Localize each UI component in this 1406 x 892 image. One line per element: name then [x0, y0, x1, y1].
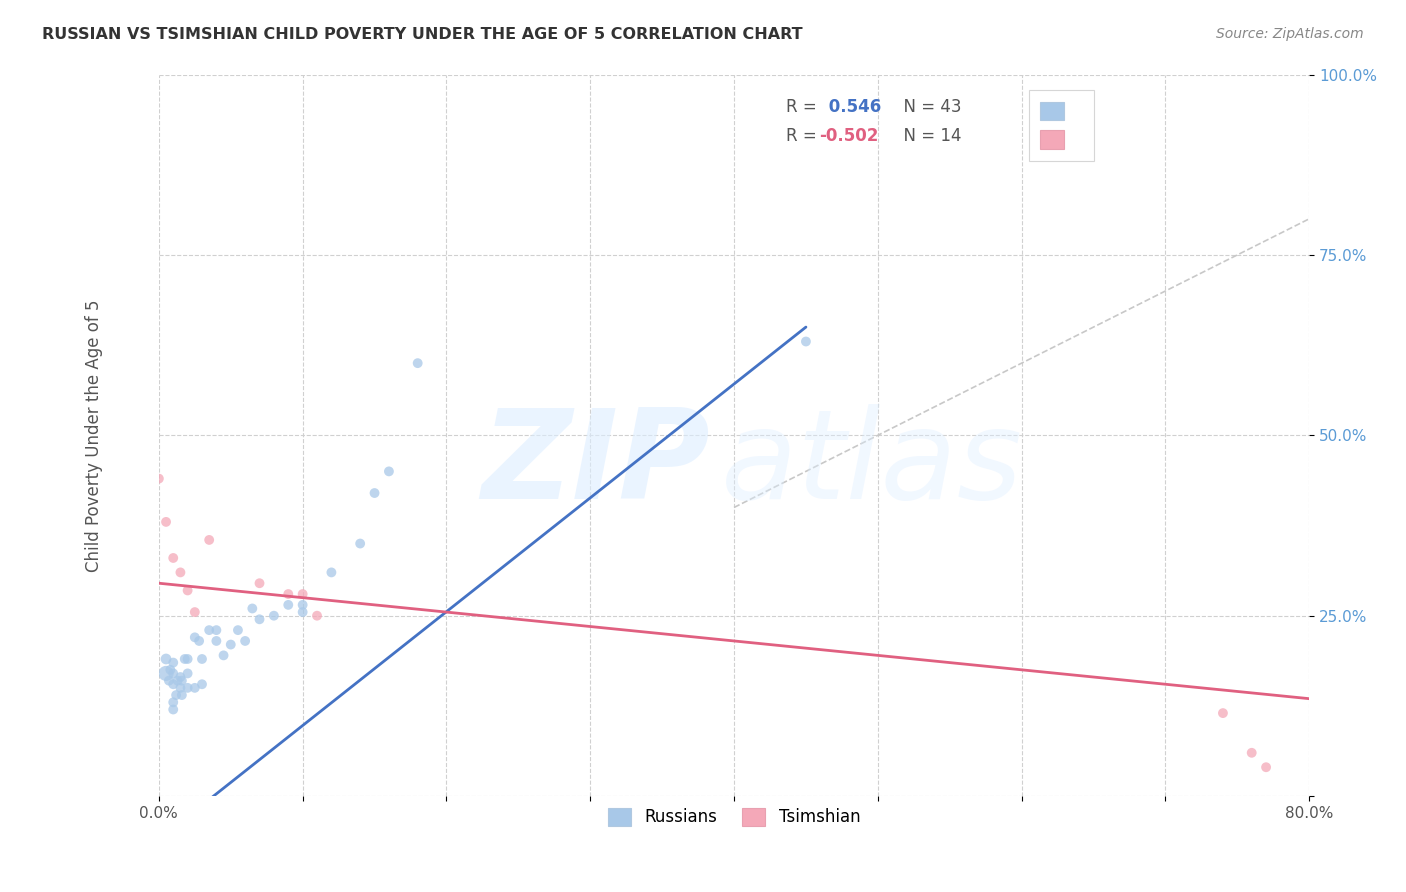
Point: [249, 612, 271, 626]
Point: [169, 670, 191, 684]
Point: [226, 623, 249, 637]
Point: [165, 688, 187, 702]
Text: N = 14: N = 14: [893, 127, 962, 145]
Text: N = 43: N = 43: [893, 98, 962, 116]
Point: [198, 533, 221, 547]
Point: [162, 551, 184, 566]
Point: [291, 598, 314, 612]
Point: [166, 673, 188, 688]
Point: [173, 652, 195, 666]
Text: ZIP: ZIP: [482, 404, 710, 524]
Point: [249, 576, 271, 591]
Point: [184, 681, 207, 695]
Point: [349, 536, 371, 550]
Point: [162, 666, 184, 681]
Point: [159, 663, 181, 677]
Point: [148, 472, 170, 486]
Point: [169, 681, 191, 695]
Point: [263, 608, 285, 623]
Point: [305, 608, 328, 623]
Point: [170, 673, 193, 688]
Point: [176, 652, 198, 666]
Text: RUSSIAN VS TSIMSHIAN CHILD POVERTY UNDER THE AGE OF 5 CORRELATION CHART: RUSSIAN VS TSIMSHIAN CHILD POVERTY UNDER…: [42, 27, 803, 42]
Point: [233, 634, 256, 648]
Point: [184, 605, 207, 619]
Point: [205, 634, 228, 648]
Point: [191, 652, 214, 666]
Point: [794, 334, 817, 349]
Point: [162, 695, 184, 709]
Point: [277, 598, 299, 612]
Point: [188, 634, 211, 648]
Point: [162, 677, 184, 691]
Point: [1240, 746, 1263, 760]
Point: [170, 688, 193, 702]
Point: [219, 638, 242, 652]
Point: [378, 464, 401, 478]
Point: [291, 587, 314, 601]
Legend: Russians, Tsimshian: Russians, Tsimshian: [599, 799, 869, 835]
Point: [162, 656, 184, 670]
Point: [363, 486, 385, 500]
Text: -0.502: -0.502: [820, 127, 879, 145]
Point: [155, 652, 177, 666]
Point: [176, 681, 198, 695]
Point: [176, 583, 198, 598]
Text: atlas: atlas: [721, 404, 1024, 524]
Point: [205, 623, 228, 637]
Point: [184, 631, 207, 645]
Point: [240, 601, 263, 615]
Point: [406, 356, 429, 370]
Point: [1212, 706, 1234, 720]
Point: [176, 666, 198, 681]
Point: [162, 702, 184, 716]
Y-axis label: Child Poverty Under the Age of 5: Child Poverty Under the Age of 5: [86, 299, 103, 572]
Point: [155, 666, 177, 681]
Point: [155, 515, 177, 529]
Text: 0.546: 0.546: [823, 98, 882, 116]
Point: [1254, 760, 1277, 774]
Point: [169, 566, 191, 580]
Point: [277, 587, 299, 601]
Point: [291, 605, 314, 619]
Text: R =: R =: [786, 98, 821, 116]
Point: [321, 566, 343, 580]
Text: Source: ZipAtlas.com: Source: ZipAtlas.com: [1216, 27, 1364, 41]
Point: [157, 673, 180, 688]
Point: [191, 677, 214, 691]
Text: R =: R =: [786, 127, 821, 145]
Point: [198, 623, 221, 637]
Point: [212, 648, 235, 663]
